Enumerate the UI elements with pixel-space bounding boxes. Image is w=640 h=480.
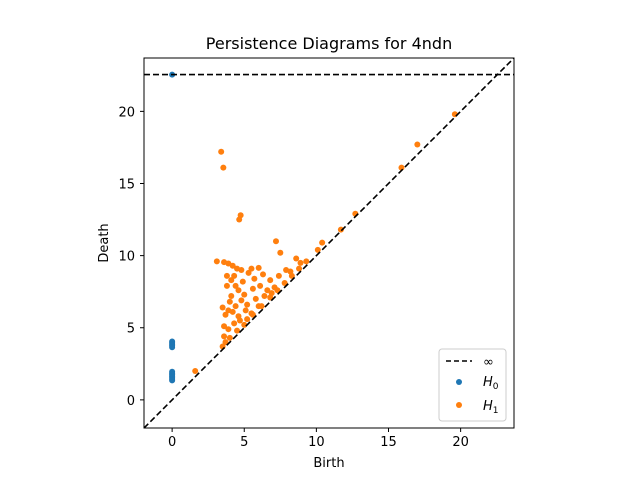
point-h1 [249,285,256,292]
point-h1 [281,280,288,287]
point-h1 [218,148,225,155]
point-h1 [414,141,421,148]
point-h1 [242,307,249,314]
point-h1 [221,333,228,340]
legend-infinity-label: ∞ [483,355,494,370]
point-h1 [222,311,229,318]
point-h1 [231,320,238,327]
x-axis-ticks: 0 5 10 15 20 [168,428,469,450]
point-h1 [319,239,326,246]
point-h1 [238,297,245,304]
x-tick-label: 10 [308,435,325,450]
point-h1 [225,326,232,333]
plot-area [144,58,514,428]
point-h1 [258,303,265,310]
point-h1 [398,164,405,171]
point-h1 [248,265,255,272]
y-tick-label: 10 [118,250,135,265]
y-tick-label: 5 [127,322,135,337]
point-h1 [234,265,241,272]
point-h1 [288,272,295,279]
point-h1 [222,339,229,346]
point-h0 [169,344,176,351]
point-h1 [274,287,281,294]
x-tick-label: 5 [240,435,248,450]
point-h1 [337,226,344,233]
point-h1 [267,277,274,284]
legend-h0-label: H0 [483,375,499,392]
point-h1 [314,246,321,253]
point-h1 [272,238,279,245]
point-h1 [251,275,258,282]
legend-box [438,348,507,422]
point-h1 [241,321,248,328]
legend-h1-base: H [483,399,493,414]
point-h1 [264,287,271,294]
y-tick-label: 0 [127,394,135,409]
point-h1 [260,271,267,278]
x-tick-label: 15 [380,435,397,450]
point-h1 [236,317,243,324]
point-h1 [296,265,303,272]
legend-h0-subscript: 0 [493,382,499,392]
point-h1 [249,311,256,318]
x-axis-label: Birth [313,456,344,471]
point-h1 [232,303,239,310]
legend-h1-marker [456,402,462,408]
y-tick-label: 20 [118,105,135,120]
scatter-marks [169,71,458,384]
point-h1 [223,282,230,289]
point-h1 [231,272,238,279]
point-h1 [255,264,262,271]
point-h1 [225,307,232,314]
point-h1 [220,164,227,171]
diagonal-line [144,58,514,428]
point-h1 [241,291,248,298]
point-h1 [223,272,230,279]
point-h1 [244,316,251,323]
point-h1 [229,262,236,269]
point-h1 [228,277,235,284]
point-h1 [252,295,259,302]
point-h1 [226,298,233,305]
legend-h0-marker [456,379,462,385]
point-h1 [267,294,274,301]
point-h1 [221,323,228,330]
point-h1 [293,255,300,262]
legend-h1-subscript: 1 [493,406,499,416]
point-h1 [257,282,264,289]
point-h1 [303,258,310,265]
point-h1 [192,368,199,375]
point-h1 [232,282,239,289]
point-h1 [219,304,226,311]
legend-h1-label: H1 [483,399,499,416]
point-h1 [226,334,233,341]
x-tick-label: 0 [168,435,176,450]
point-h1 [245,269,252,276]
y-axis-label: Death [97,223,112,262]
legend-h0-base: H [483,375,493,390]
point-h1 [244,301,251,308]
x-tick-label: 20 [452,435,469,450]
plot-frame [143,57,515,429]
point-h1 [297,259,304,266]
y-tick-label: 15 [118,177,135,192]
point-h1 [235,287,242,294]
point-h0 [169,377,176,384]
point-h1 [236,216,243,223]
point-h1 [239,278,246,285]
legend: ∞ H0 H1 [438,348,507,422]
point-h1 [213,258,220,265]
y-axis-ticks: 0 5 10 15 20 [118,105,144,409]
point-h1 [261,293,268,300]
point-h1 [275,272,282,279]
point-h1 [277,249,284,256]
chart-title: Persistence Diagrams for 4ndn [206,34,452,53]
point-h1 [234,327,241,334]
point-h1 [228,293,235,300]
